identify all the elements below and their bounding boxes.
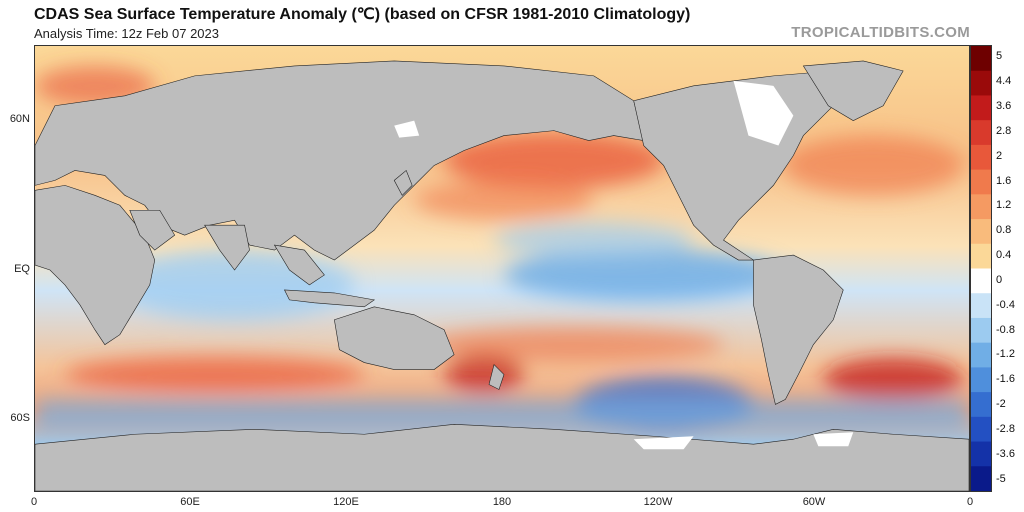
lon-label-120w: 120W bbox=[643, 496, 673, 508]
colorbar-label: -1.6 bbox=[996, 373, 1015, 386]
colorbar-swatch bbox=[971, 293, 991, 319]
colorbar-label: -5 bbox=[996, 472, 1006, 485]
colorbar-label: 1.2 bbox=[996, 199, 1012, 212]
colorbar-swatch bbox=[971, 120, 991, 146]
greenland bbox=[802, 60, 904, 122]
colorbar-swatch bbox=[971, 466, 991, 491]
colorbar-swatch bbox=[971, 268, 991, 294]
analysis-time: Analysis Time: 12z Feb 07 2023 bbox=[34, 26, 219, 41]
colorbar-label: 4.4 bbox=[996, 75, 1012, 88]
lon-label-180: 180 bbox=[492, 496, 512, 508]
antarctica bbox=[35, 424, 969, 491]
colorbar-label: -3.6 bbox=[996, 447, 1015, 460]
lon-label-60w: 60W bbox=[802, 496, 826, 508]
okhotsk-ice bbox=[394, 120, 420, 138]
lat-label-60n: 60N bbox=[9, 113, 30, 125]
landmasses bbox=[35, 60, 969, 491]
lon-label-0-left: 0 bbox=[30, 496, 38, 508]
africa bbox=[35, 185, 156, 346]
colorbar-label: 3.6 bbox=[996, 100, 1012, 113]
colorbar-swatch bbox=[971, 367, 991, 393]
sst-anomaly-map bbox=[34, 45, 970, 492]
colorbar-swatch bbox=[971, 392, 991, 418]
colorbar-label: 0 bbox=[996, 273, 1003, 286]
colorbar-swatch bbox=[971, 317, 991, 344]
lon-label-120e: 120E bbox=[333, 496, 359, 508]
colorbar-swatch bbox=[971, 95, 991, 121]
colorbar-label: 0.8 bbox=[996, 224, 1012, 237]
colorbar-swatch bbox=[971, 70, 991, 96]
map-title: CDAS Sea Surface Temperature Anomaly (℃)… bbox=[34, 6, 691, 23]
australia bbox=[334, 306, 455, 370]
antarctic-ice-2 bbox=[813, 432, 854, 447]
south-america bbox=[753, 254, 844, 405]
colorbar-swatch bbox=[971, 169, 991, 195]
hudson-bay-ice bbox=[733, 80, 794, 146]
anomaly-patches bbox=[35, 65, 969, 433]
lat-label-eq: EQ bbox=[14, 263, 30, 275]
colorbar-label: 2 bbox=[996, 149, 1003, 162]
colorbar-swatch bbox=[971, 194, 991, 220]
colorbar-swatch bbox=[971, 441, 991, 467]
new-zealand bbox=[488, 363, 505, 390]
lat-label-60s: 60S bbox=[10, 412, 30, 424]
india bbox=[204, 224, 250, 271]
colorbar-label: 1.6 bbox=[996, 174, 1012, 187]
colorbar bbox=[970, 45, 992, 492]
colorbar-label: 5 bbox=[996, 50, 1003, 63]
colorbar-swatch bbox=[971, 46, 991, 72]
colorbar-label: -0.4 bbox=[996, 298, 1015, 311]
colorbar-swatch bbox=[971, 219, 991, 245]
colorbar-swatch bbox=[971, 243, 991, 269]
eurasia bbox=[35, 60, 645, 261]
colorbar-swatch bbox=[971, 144, 991, 171]
lon-label-0-right: 0 bbox=[966, 496, 974, 508]
japan bbox=[393, 169, 413, 196]
site-credit: TROPICALTIDBITS.COM bbox=[791, 24, 970, 41]
arabia bbox=[129, 209, 176, 251]
colorbar-swatch bbox=[971, 342, 991, 368]
southeast-asia bbox=[273, 244, 325, 286]
colorbar-label: -2.8 bbox=[996, 422, 1015, 435]
lon-label-60e: 60E bbox=[180, 496, 200, 508]
colorbar-label: -0.8 bbox=[996, 323, 1015, 336]
colorbar-swatch bbox=[971, 416, 991, 443]
colorbar-label: 0.4 bbox=[996, 249, 1012, 262]
colorbar-label: 2.8 bbox=[996, 124, 1012, 137]
indonesia bbox=[283, 289, 376, 308]
sea-ice bbox=[394, 80, 854, 450]
antarctic-ice-1 bbox=[633, 436, 694, 450]
colorbar-label: -2 bbox=[996, 398, 1006, 411]
colorbar-label: -1.2 bbox=[996, 348, 1015, 361]
